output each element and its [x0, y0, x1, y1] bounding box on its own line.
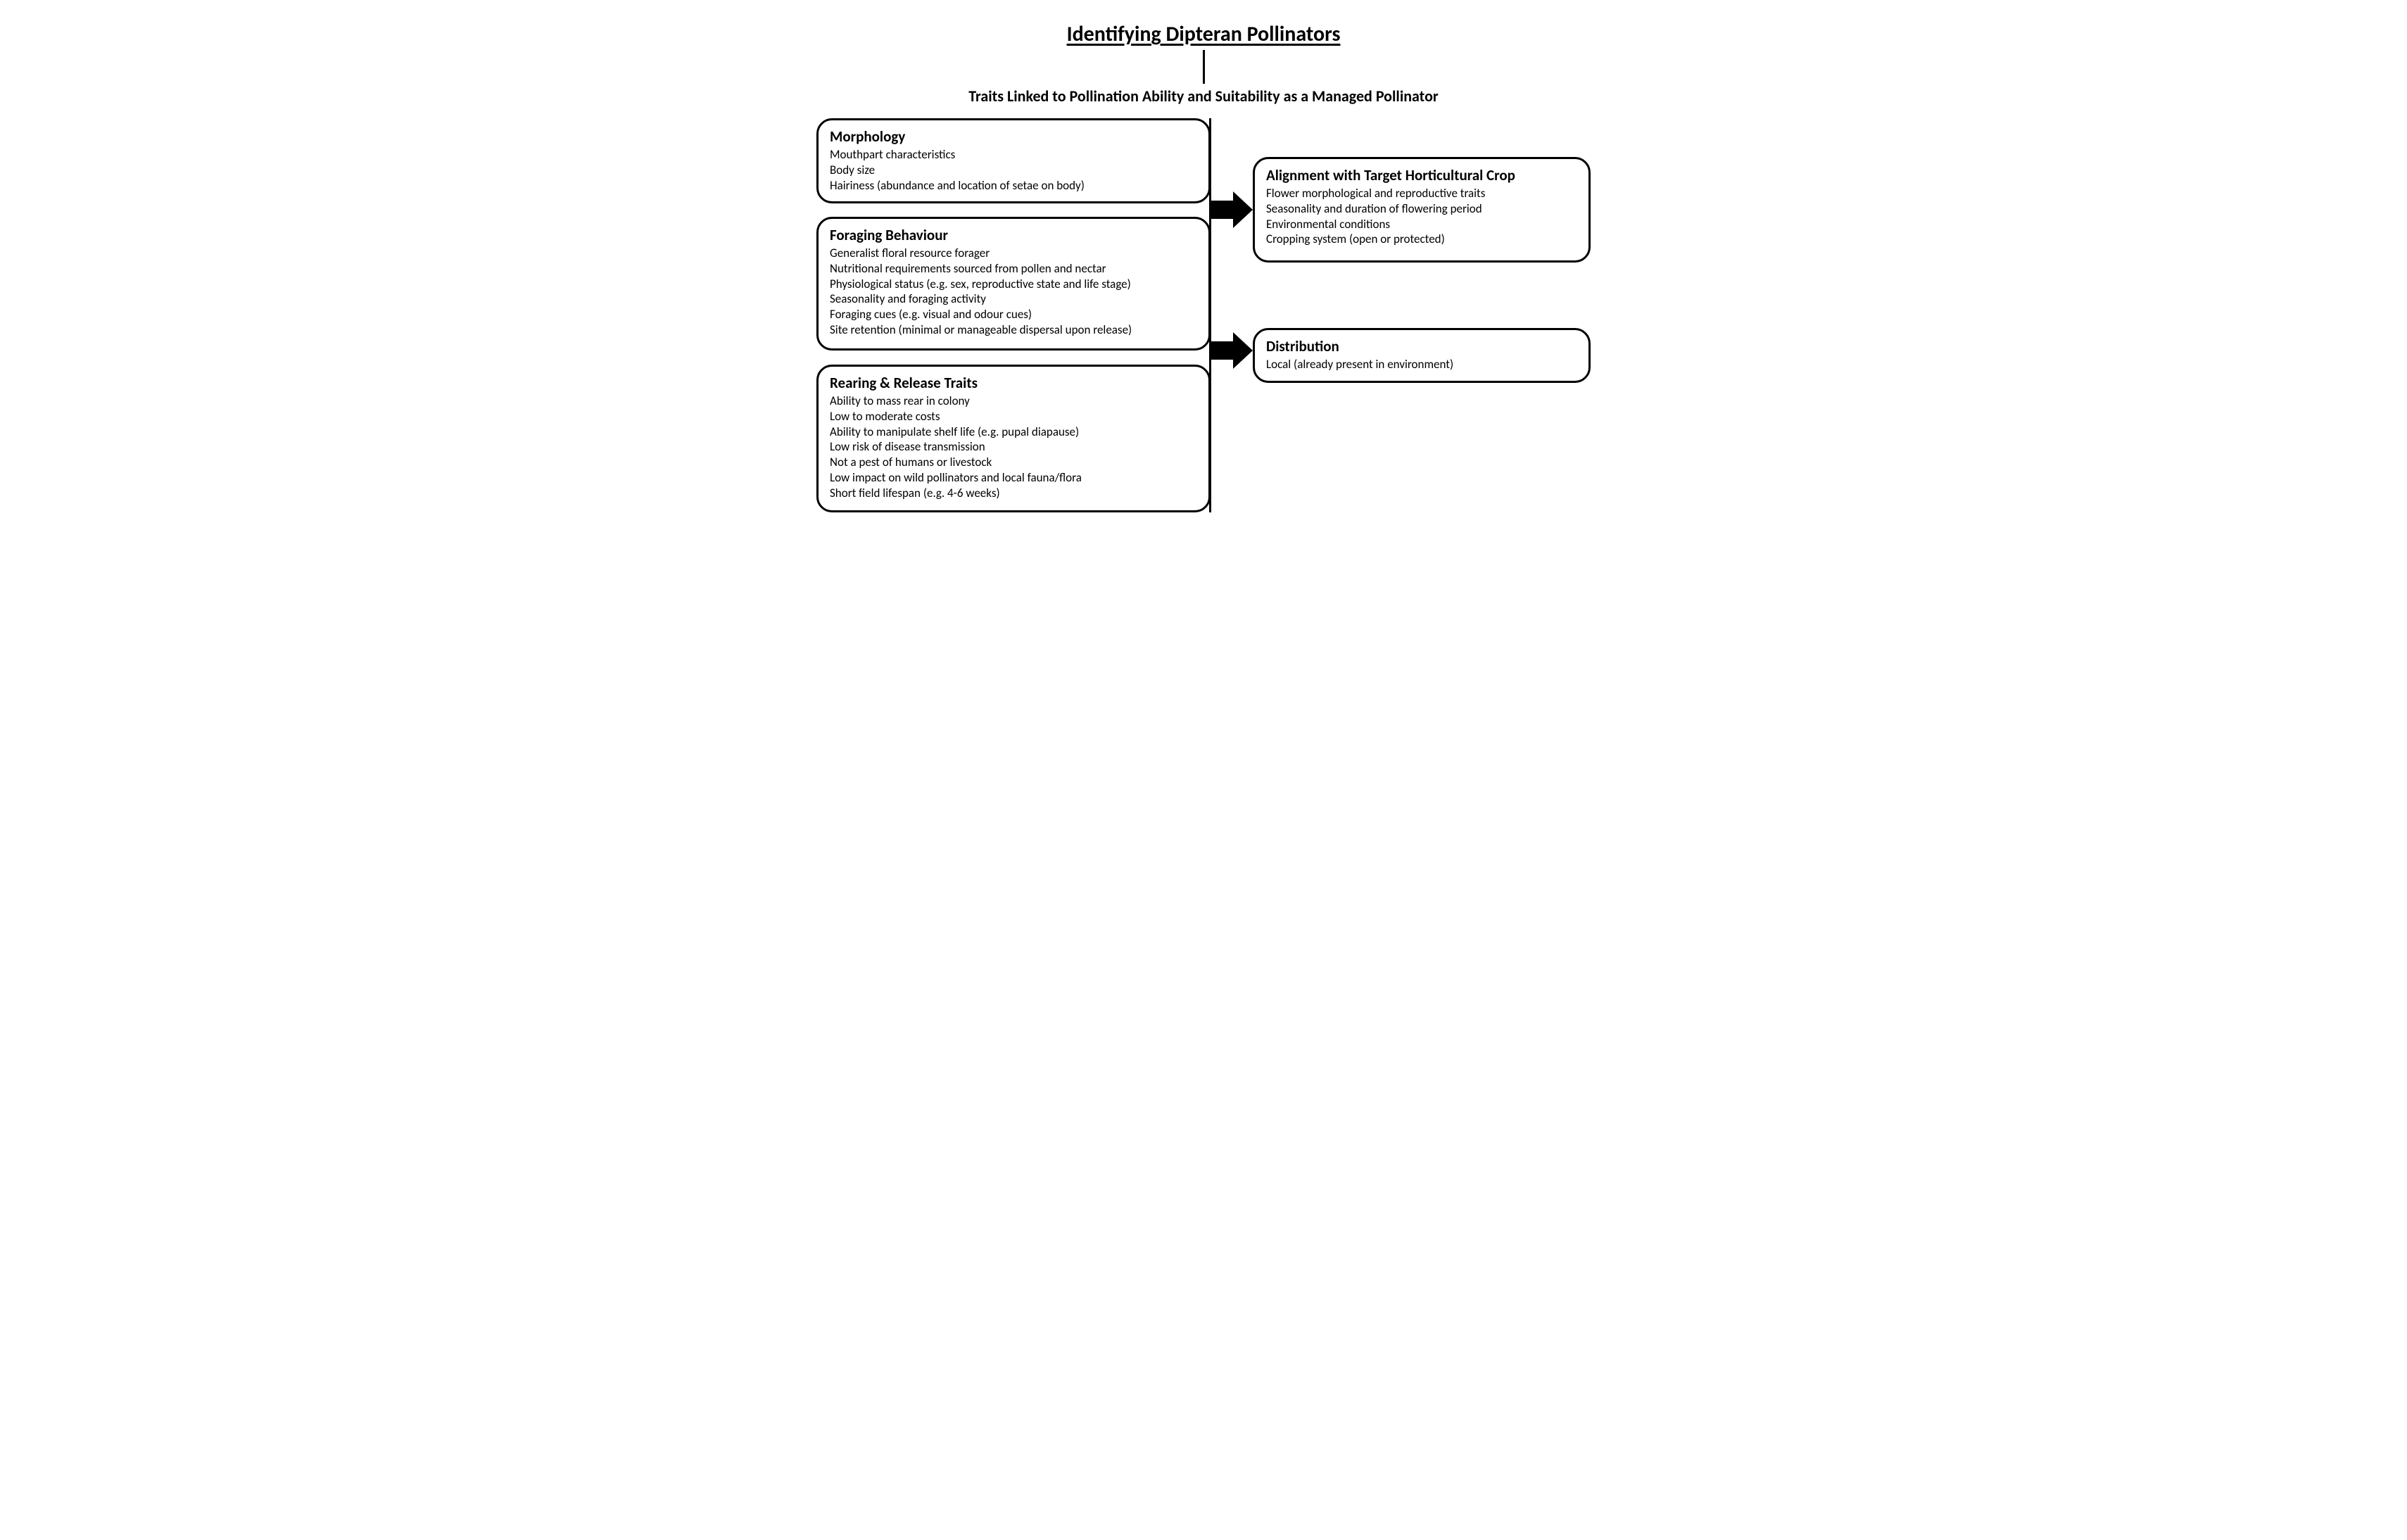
- box-item: Cropping system (open or protected): [1266, 232, 1577, 247]
- box-item: Hairiness (abundance and location of set…: [830, 178, 1197, 194]
- main-title: Identifying Dipteran Pollinators: [28, 21, 2379, 47]
- box-alignment-title: Alignment with Target Horticultural Crop: [1266, 166, 1577, 184]
- box-item: Seasonality and foraging activity: [830, 291, 1197, 307]
- box-item: Site retention (minimal or manageable di…: [830, 322, 1197, 338]
- box-item: Mouthpart characteristics: [830, 147, 1197, 163]
- box-item: Ability to mass rear in colony: [830, 393, 1197, 409]
- box-alignment: Alignment with Target Horticultural Crop…: [1253, 157, 1591, 263]
- box-item: Body size: [830, 163, 1197, 178]
- box-item: Local (already present in environment): [1266, 357, 1577, 372]
- box-item: Low impact on wild pollinators and local…: [830, 470, 1197, 486]
- subtitle: Traits Linked to Pollination Ability and…: [28, 87, 2379, 106]
- box-item: Ability to manipulate shelf life (e.g. p…: [830, 424, 1197, 440]
- box-item: Nutritional requirements sourced from po…: [830, 261, 1197, 277]
- box-item: Low to moderate costs: [830, 409, 1197, 424]
- box-item: Generalist floral resource forager: [830, 246, 1197, 261]
- box-item: Physiological status (e.g. sex, reproduc…: [830, 277, 1197, 292]
- box-item: Environmental conditions: [1266, 217, 1577, 232]
- diagram-area: Morphology Mouthpart characteristics Bod…: [816, 118, 1591, 555]
- box-item: Foraging cues (e.g. visual and odour cue…: [830, 307, 1197, 322]
- box-item: Seasonality and duration of flowering pe…: [1266, 201, 1577, 217]
- box-rearing-title: Rearing & Release Traits: [830, 374, 1197, 392]
- box-morphology: Morphology Mouthpart characteristics Bod…: [816, 118, 1211, 203]
- box-item: Short field lifespan (e.g. 4-6 weeks): [830, 486, 1197, 501]
- box-distribution-title: Distribution: [1266, 337, 1577, 355]
- box-rearing: Rearing & Release Traits Ability to mass…: [816, 365, 1211, 512]
- arrow-right-icon: [1209, 191, 1253, 228]
- box-item: Not a pest of humans or livestock: [830, 455, 1197, 470]
- box-item: Flower morphological and reproductive tr…: [1266, 186, 1577, 201]
- box-foraging: Foraging Behaviour Generalist floral res…: [816, 217, 1211, 351]
- box-distribution: Distribution Local (already present in e…: [1253, 328, 1591, 383]
- box-item: Low risk of disease transmission: [830, 439, 1197, 455]
- arrow-right-icon: [1209, 332, 1253, 369]
- box-morphology-title: Morphology: [830, 127, 1197, 146]
- box-foraging-title: Foraging Behaviour: [830, 226, 1197, 244]
- connector-top-vline: [1203, 50, 1205, 84]
